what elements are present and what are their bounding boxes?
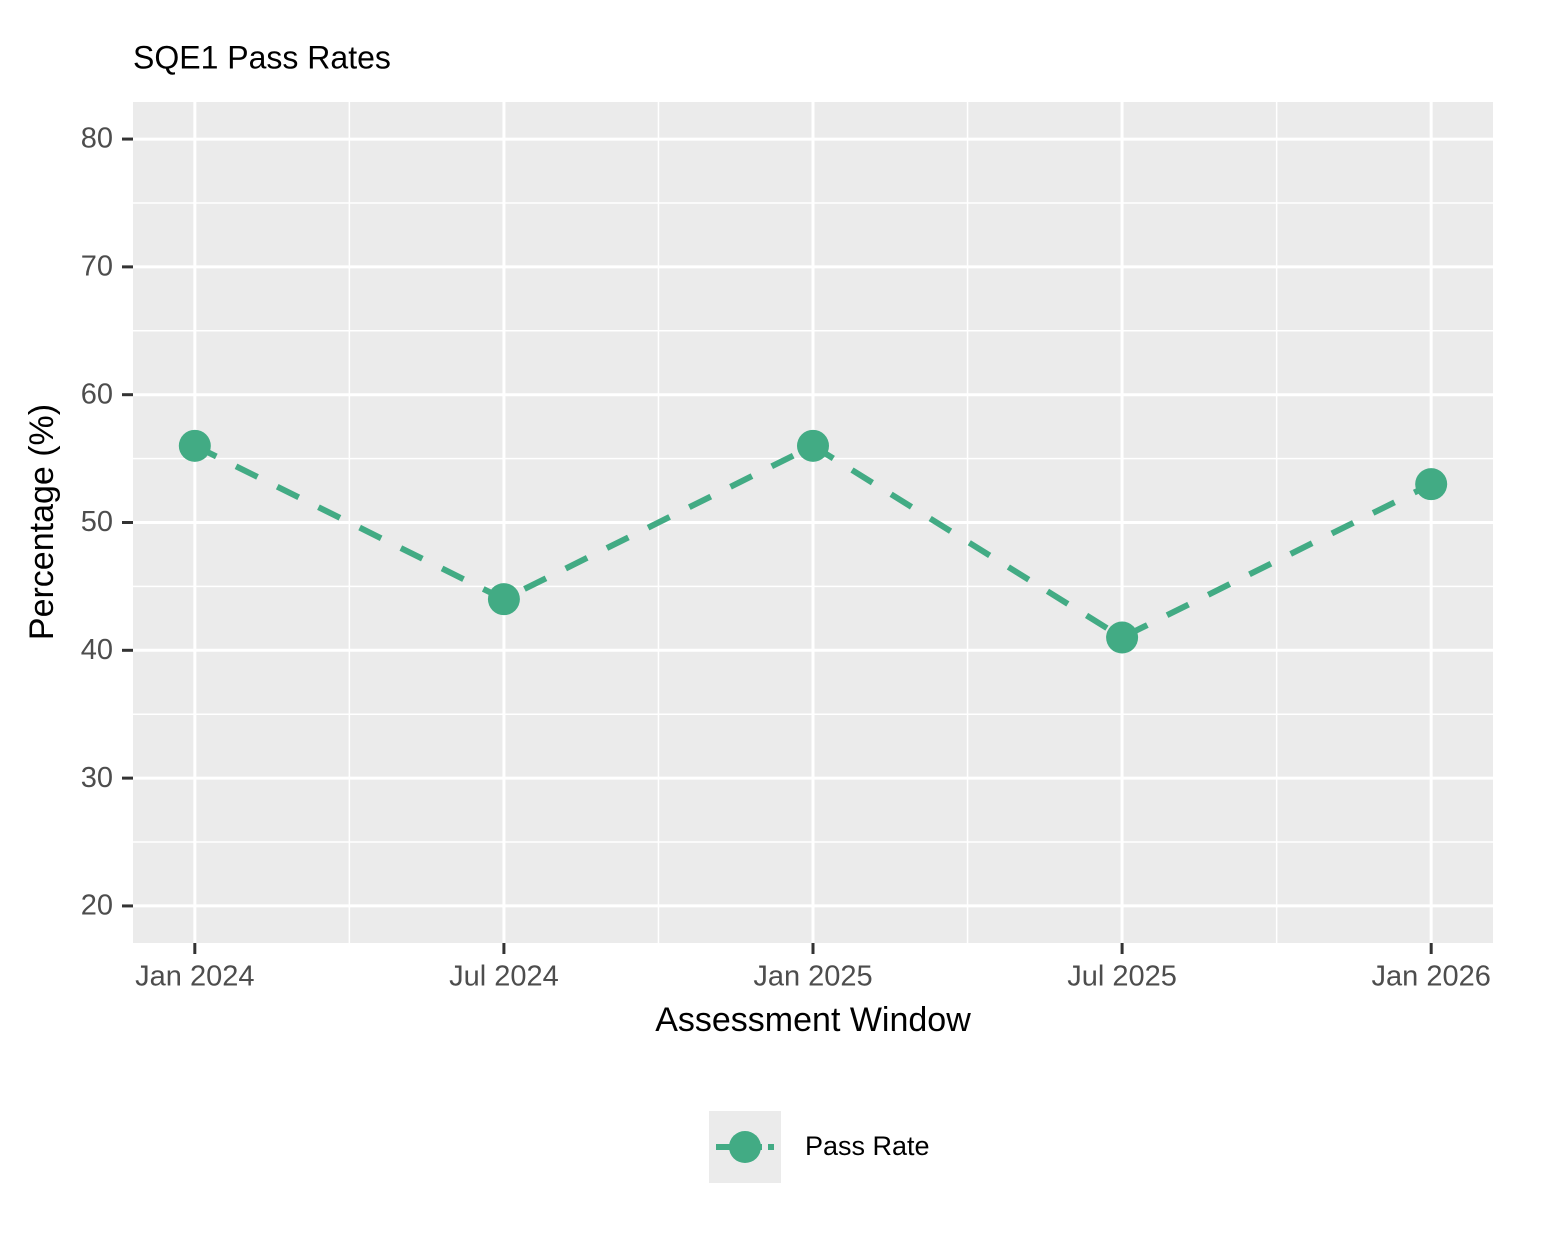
y-axis-title: Percentage (%) [23, 404, 61, 640]
x-tick-label: Jan 2025 [753, 961, 872, 993]
data-point [1106, 621, 1139, 654]
y-tick-label: 60 [81, 378, 113, 410]
data-point [1415, 468, 1448, 501]
y-tick-label: 70 [81, 251, 113, 283]
chart-title: SQE1 Pass Rates [133, 39, 391, 75]
data-point [178, 429, 211, 462]
legend-point [729, 1131, 761, 1163]
x-axis-title: Assessment Window [655, 1001, 971, 1039]
x-tick-label: Jan 2024 [135, 961, 254, 993]
y-tick-label: 30 [81, 762, 113, 794]
x-tick-label: Jul 2025 [1067, 961, 1177, 993]
data-point [487, 583, 520, 616]
y-tick-label: 20 [81, 890, 113, 922]
y-tick-label: 50 [81, 506, 113, 538]
legend-label: Pass Rate [805, 1131, 930, 1161]
x-tick-label: Jan 2026 [1372, 961, 1491, 993]
data-point [797, 429, 829, 462]
y-tick-label: 40 [81, 634, 113, 666]
x-tick-label: Jul 2024 [449, 961, 559, 993]
y-tick-label: 80 [81, 123, 113, 155]
